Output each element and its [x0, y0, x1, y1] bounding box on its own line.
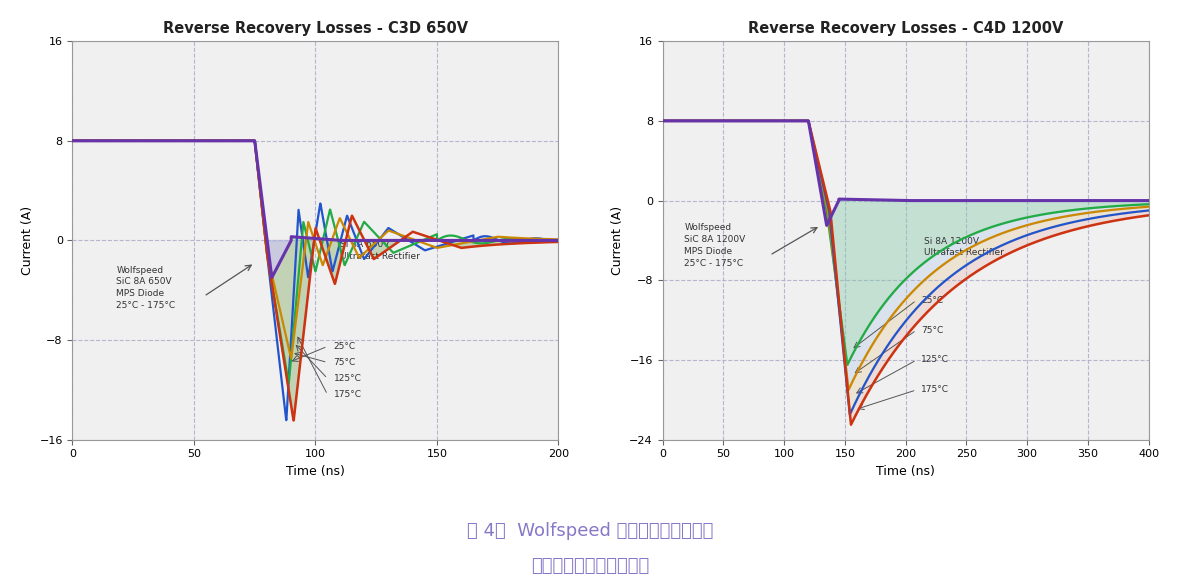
Title: Reverse Recovery Losses - C3D 650V: Reverse Recovery Losses - C3D 650V	[163, 21, 468, 36]
Text: Wolfspeed
SiC 8A 650V
MPS Diode
25°C - 175°C: Wolfspeed SiC 8A 650V MPS Diode 25°C - 1…	[116, 266, 176, 310]
Text: 可大幅降低反向恢复捯耗: 可大幅降低反向恢复捯耗	[531, 556, 649, 575]
Text: 25°C: 25°C	[334, 342, 356, 351]
Y-axis label: Current (A): Current (A)	[611, 206, 624, 275]
Text: 25°C: 25°C	[922, 296, 944, 304]
Text: Wolfspeed
SiC 8A 1200V
MPS Diode
25°C - 175°C: Wolfspeed SiC 8A 1200V MPS Diode 25°C - …	[684, 223, 746, 267]
Text: 125°C: 125°C	[334, 374, 361, 383]
Text: 75°C: 75°C	[334, 358, 356, 367]
X-axis label: Time (ns): Time (ns)	[286, 465, 345, 478]
Y-axis label: Current (A): Current (A)	[21, 206, 34, 275]
Text: 75°C: 75°C	[922, 325, 944, 335]
Title: Reverse Recovery Losses - C4D 1200V: Reverse Recovery Losses - C4D 1200V	[748, 21, 1063, 36]
Text: Si 8A 650V
Ultrafast Rectifier: Si 8A 650V Ultrafast Rectifier	[340, 240, 420, 261]
Text: Si 8A 1200V
Ultrafast Rectifier: Si 8A 1200V Ultrafast Rectifier	[924, 237, 1004, 258]
Text: 175°C: 175°C	[334, 390, 362, 400]
Text: 175°C: 175°C	[922, 385, 950, 394]
Text: 125°C: 125°C	[922, 356, 949, 364]
Text: 图 4：  Wolfspeed 碳化硅肖特基二极管: 图 4： Wolfspeed 碳化硅肖特基二极管	[467, 521, 713, 540]
X-axis label: Time (ns): Time (ns)	[877, 465, 935, 478]
